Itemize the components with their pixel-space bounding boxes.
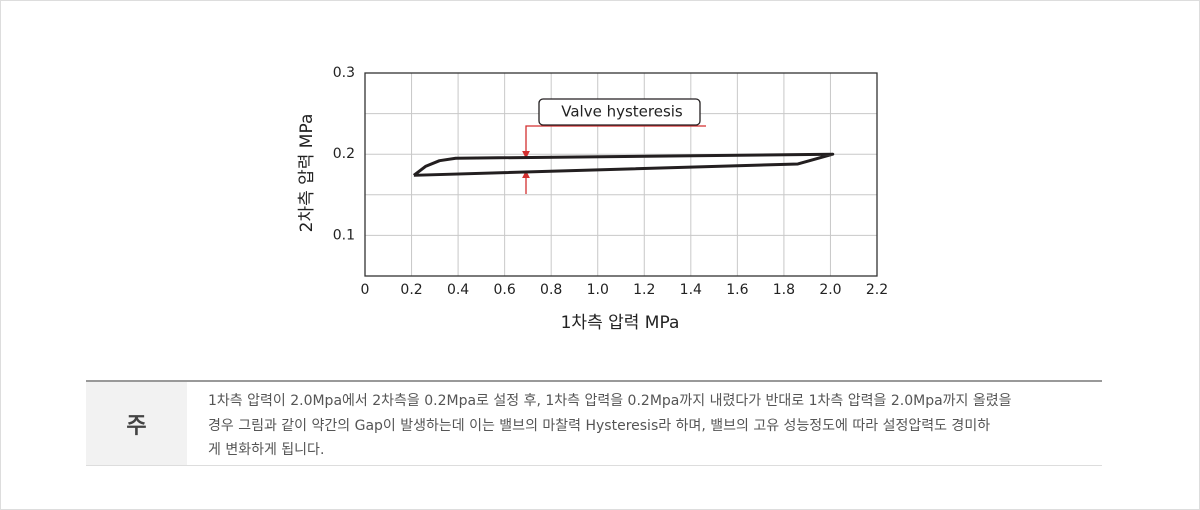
x-tick-label: 1.2: [633, 282, 655, 298]
x-tick-label: 2.2: [866, 282, 888, 298]
note-line: 경우 그림과 같이 약간의 Gap이 발생하는데 이는 밸브의 마찰력 Hyst…: [208, 417, 991, 434]
note-line: 게 변화하게 됩니다.: [208, 442, 325, 458]
x-tick-label: 1.6: [726, 282, 748, 298]
x-tick-label: 0.2: [400, 282, 422, 298]
y-tick-label: 0.2: [333, 146, 355, 162]
x-tick-label: 0.4: [447, 282, 469, 298]
x-tick-label: 0.6: [494, 282, 516, 298]
arrow: [522, 125, 706, 159]
x-tick-label: 1.4: [680, 282, 702, 298]
x-tick-label: 1.8: [773, 282, 795, 298]
y-axis-label: 2차측 압력 MPa: [297, 114, 317, 233]
x-tick-label: 2.0: [819, 282, 841, 298]
x-axis-label: 1차측 압력 MPa: [561, 313, 680, 333]
note-line: 1차측 압력이 2.0Mpa에서 2차측을 0.2Mpa로 설정 후, 1차측 …: [208, 393, 1012, 409]
note-label: 주: [86, 382, 187, 465]
plot-frame: [364, 72, 878, 277]
x-tick-label: 1.0: [587, 282, 609, 298]
annotation-box: [538, 98, 701, 126]
x-tick-label: 0: [361, 282, 370, 298]
hysteresis-line: [412, 152, 835, 177]
chart: 1차측 압력 MPa 2차측 압력 MPa Valve hysteresis 0…: [297, 65, 888, 333]
y-tick-label: 0.3: [333, 65, 355, 81]
y-tick-label: 0.1: [333, 227, 355, 243]
note-text: 1차측 압력이 2.0Mpa에서 2차측을 0.2Mpa로 설정 후, 1차측 …: [208, 389, 1012, 463]
x-tick-label: 0.8: [540, 282, 562, 298]
annotation: Valve hysteresis: [561, 103, 683, 121]
note: 주 1차측 압력이 2.0Mpa에서 2차측을 0.2Mpa로 설정 후, 1차…: [86, 380, 1102, 466]
